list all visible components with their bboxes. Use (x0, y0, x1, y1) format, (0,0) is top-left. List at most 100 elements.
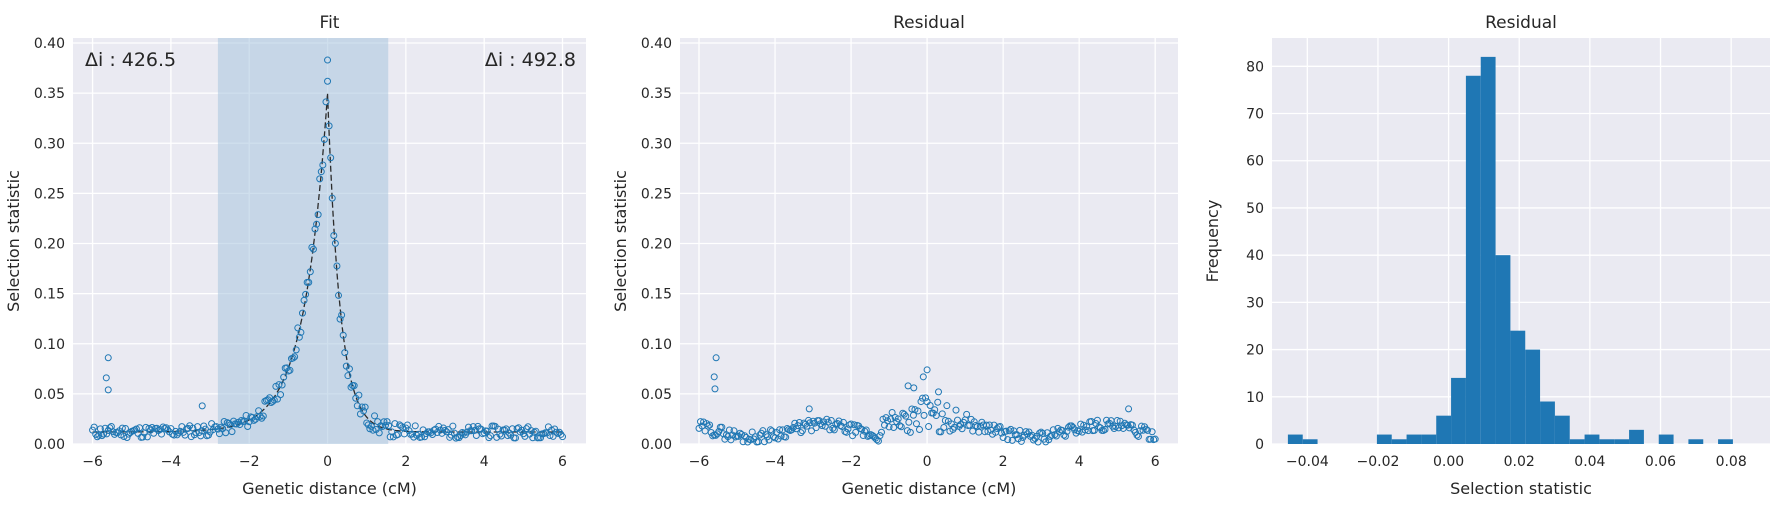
data-point (469, 423, 477, 431)
data-point (922, 394, 930, 402)
data-point (385, 422, 393, 430)
data-point (970, 418, 978, 426)
data-point (96, 425, 104, 433)
data-point (311, 225, 319, 233)
data-point (380, 418, 388, 426)
histogram-bar (1569, 439, 1585, 444)
data-point (741, 432, 749, 440)
histogram-bar (1287, 434, 1303, 444)
data-point (838, 422, 846, 430)
data-point (808, 427, 816, 435)
data-point (278, 381, 286, 389)
histogram-bar (1584, 434, 1600, 444)
plot-background (680, 38, 1178, 444)
histogram-bar (1540, 401, 1555, 444)
y-tick-label: 0 (1255, 437, 1264, 453)
data-point (259, 412, 267, 420)
data-point (277, 391, 285, 399)
x-tick-label: 0.00 (1433, 454, 1464, 470)
histogram-bar (1406, 434, 1422, 444)
data-point (313, 220, 321, 228)
data-point (350, 382, 358, 390)
y-tick-label: 50 (1246, 201, 1264, 217)
data-point (158, 430, 166, 438)
data-point (228, 428, 236, 436)
y-axis-label: Selection statistic (4, 170, 23, 312)
histogram-bar (1599, 439, 1615, 444)
data-point (512, 434, 520, 442)
data-point (943, 402, 951, 410)
data-point (1110, 424, 1118, 432)
data-point (1083, 423, 1091, 431)
chart-title: Fit (320, 13, 340, 33)
data-point (812, 424, 820, 432)
data-point (291, 353, 299, 361)
data-point (766, 426, 774, 434)
data-point (554, 429, 562, 437)
data-point (1071, 426, 1079, 434)
y-tick-label: 0.35 (641, 86, 672, 102)
data-point (314, 211, 322, 219)
data-point (123, 433, 131, 441)
data-point (1142, 425, 1150, 433)
x-tick-label: 0.08 (1716, 454, 1747, 470)
chart-title: Residual (893, 13, 965, 33)
data-point (846, 421, 854, 429)
data-point (795, 418, 803, 426)
data-point (1151, 435, 1159, 443)
data-point (902, 412, 910, 420)
data-point (934, 398, 942, 406)
data-point (1005, 427, 1013, 435)
data-point (361, 403, 369, 411)
y-axis-label: Frequency (1203, 200, 1222, 283)
histogram-bar (1480, 56, 1496, 444)
data-point (132, 425, 140, 433)
data-point (455, 434, 463, 442)
data-point (697, 418, 705, 426)
histogram-bar (1376, 434, 1392, 444)
data-point (486, 432, 494, 440)
y-tick-label: 0.25 (34, 186, 65, 202)
data-point (709, 432, 717, 440)
data-point (844, 425, 852, 433)
data-point (982, 421, 990, 429)
data-point (1017, 437, 1025, 445)
data-point (1002, 427, 1010, 435)
data-point (785, 426, 793, 434)
data-point (782, 433, 790, 441)
x-tick-label: 2 (999, 454, 1008, 470)
data-point (375, 429, 383, 437)
data-point (295, 333, 303, 341)
x-tick-label: 0 (323, 454, 332, 470)
data-point (996, 422, 1004, 430)
data-point (367, 422, 375, 430)
data-point (468, 427, 476, 435)
data-point (798, 427, 806, 435)
delta-annotation-right: Δi : 492.8 (485, 49, 576, 71)
data-point (444, 426, 452, 434)
data-point (244, 422, 252, 430)
data-point (712, 354, 720, 362)
data-point (861, 427, 869, 435)
data-point (1093, 416, 1101, 424)
data-point (1099, 426, 1107, 434)
data-point (95, 431, 103, 439)
data-point (472, 432, 480, 440)
data-point (1058, 427, 1066, 435)
data-point (198, 402, 206, 410)
data-point (908, 405, 916, 413)
data-point (1061, 432, 1069, 440)
data-point (328, 194, 336, 202)
x-tick-label: −4 (765, 454, 786, 470)
data-point (270, 396, 278, 404)
histogram-bar (1436, 415, 1452, 444)
data-point (341, 349, 349, 357)
y-tick-label: 0.40 (641, 36, 672, 52)
data-point (176, 427, 184, 435)
data-point (449, 422, 457, 430)
data-point (335, 291, 343, 299)
y-tick-label: 60 (1246, 154, 1264, 170)
data-point (302, 290, 310, 298)
data-point (298, 309, 306, 317)
x-tick-label: −0.02 (1357, 454, 1400, 470)
